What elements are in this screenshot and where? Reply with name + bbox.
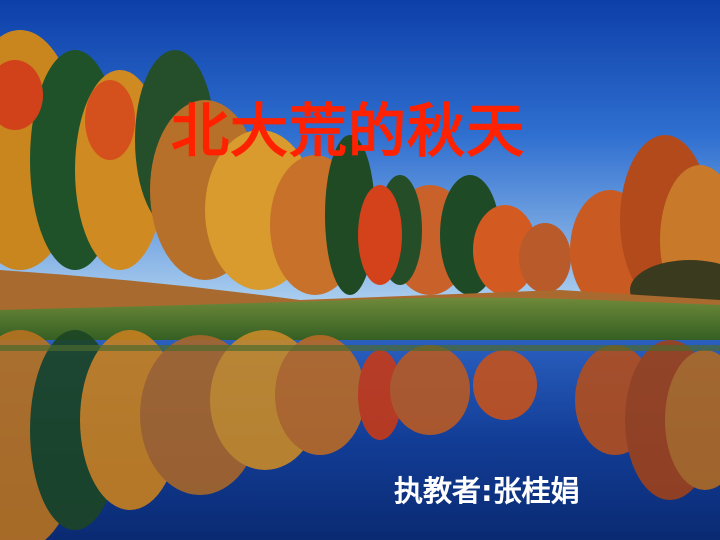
forest-right <box>570 135 720 320</box>
forest-left <box>0 30 402 295</box>
slide-title: 北大荒的秋天 <box>171 97 526 165</box>
tree-reflections <box>0 330 720 540</box>
teacher-credit: 执教者:张桂娟 <box>394 474 580 508</box>
